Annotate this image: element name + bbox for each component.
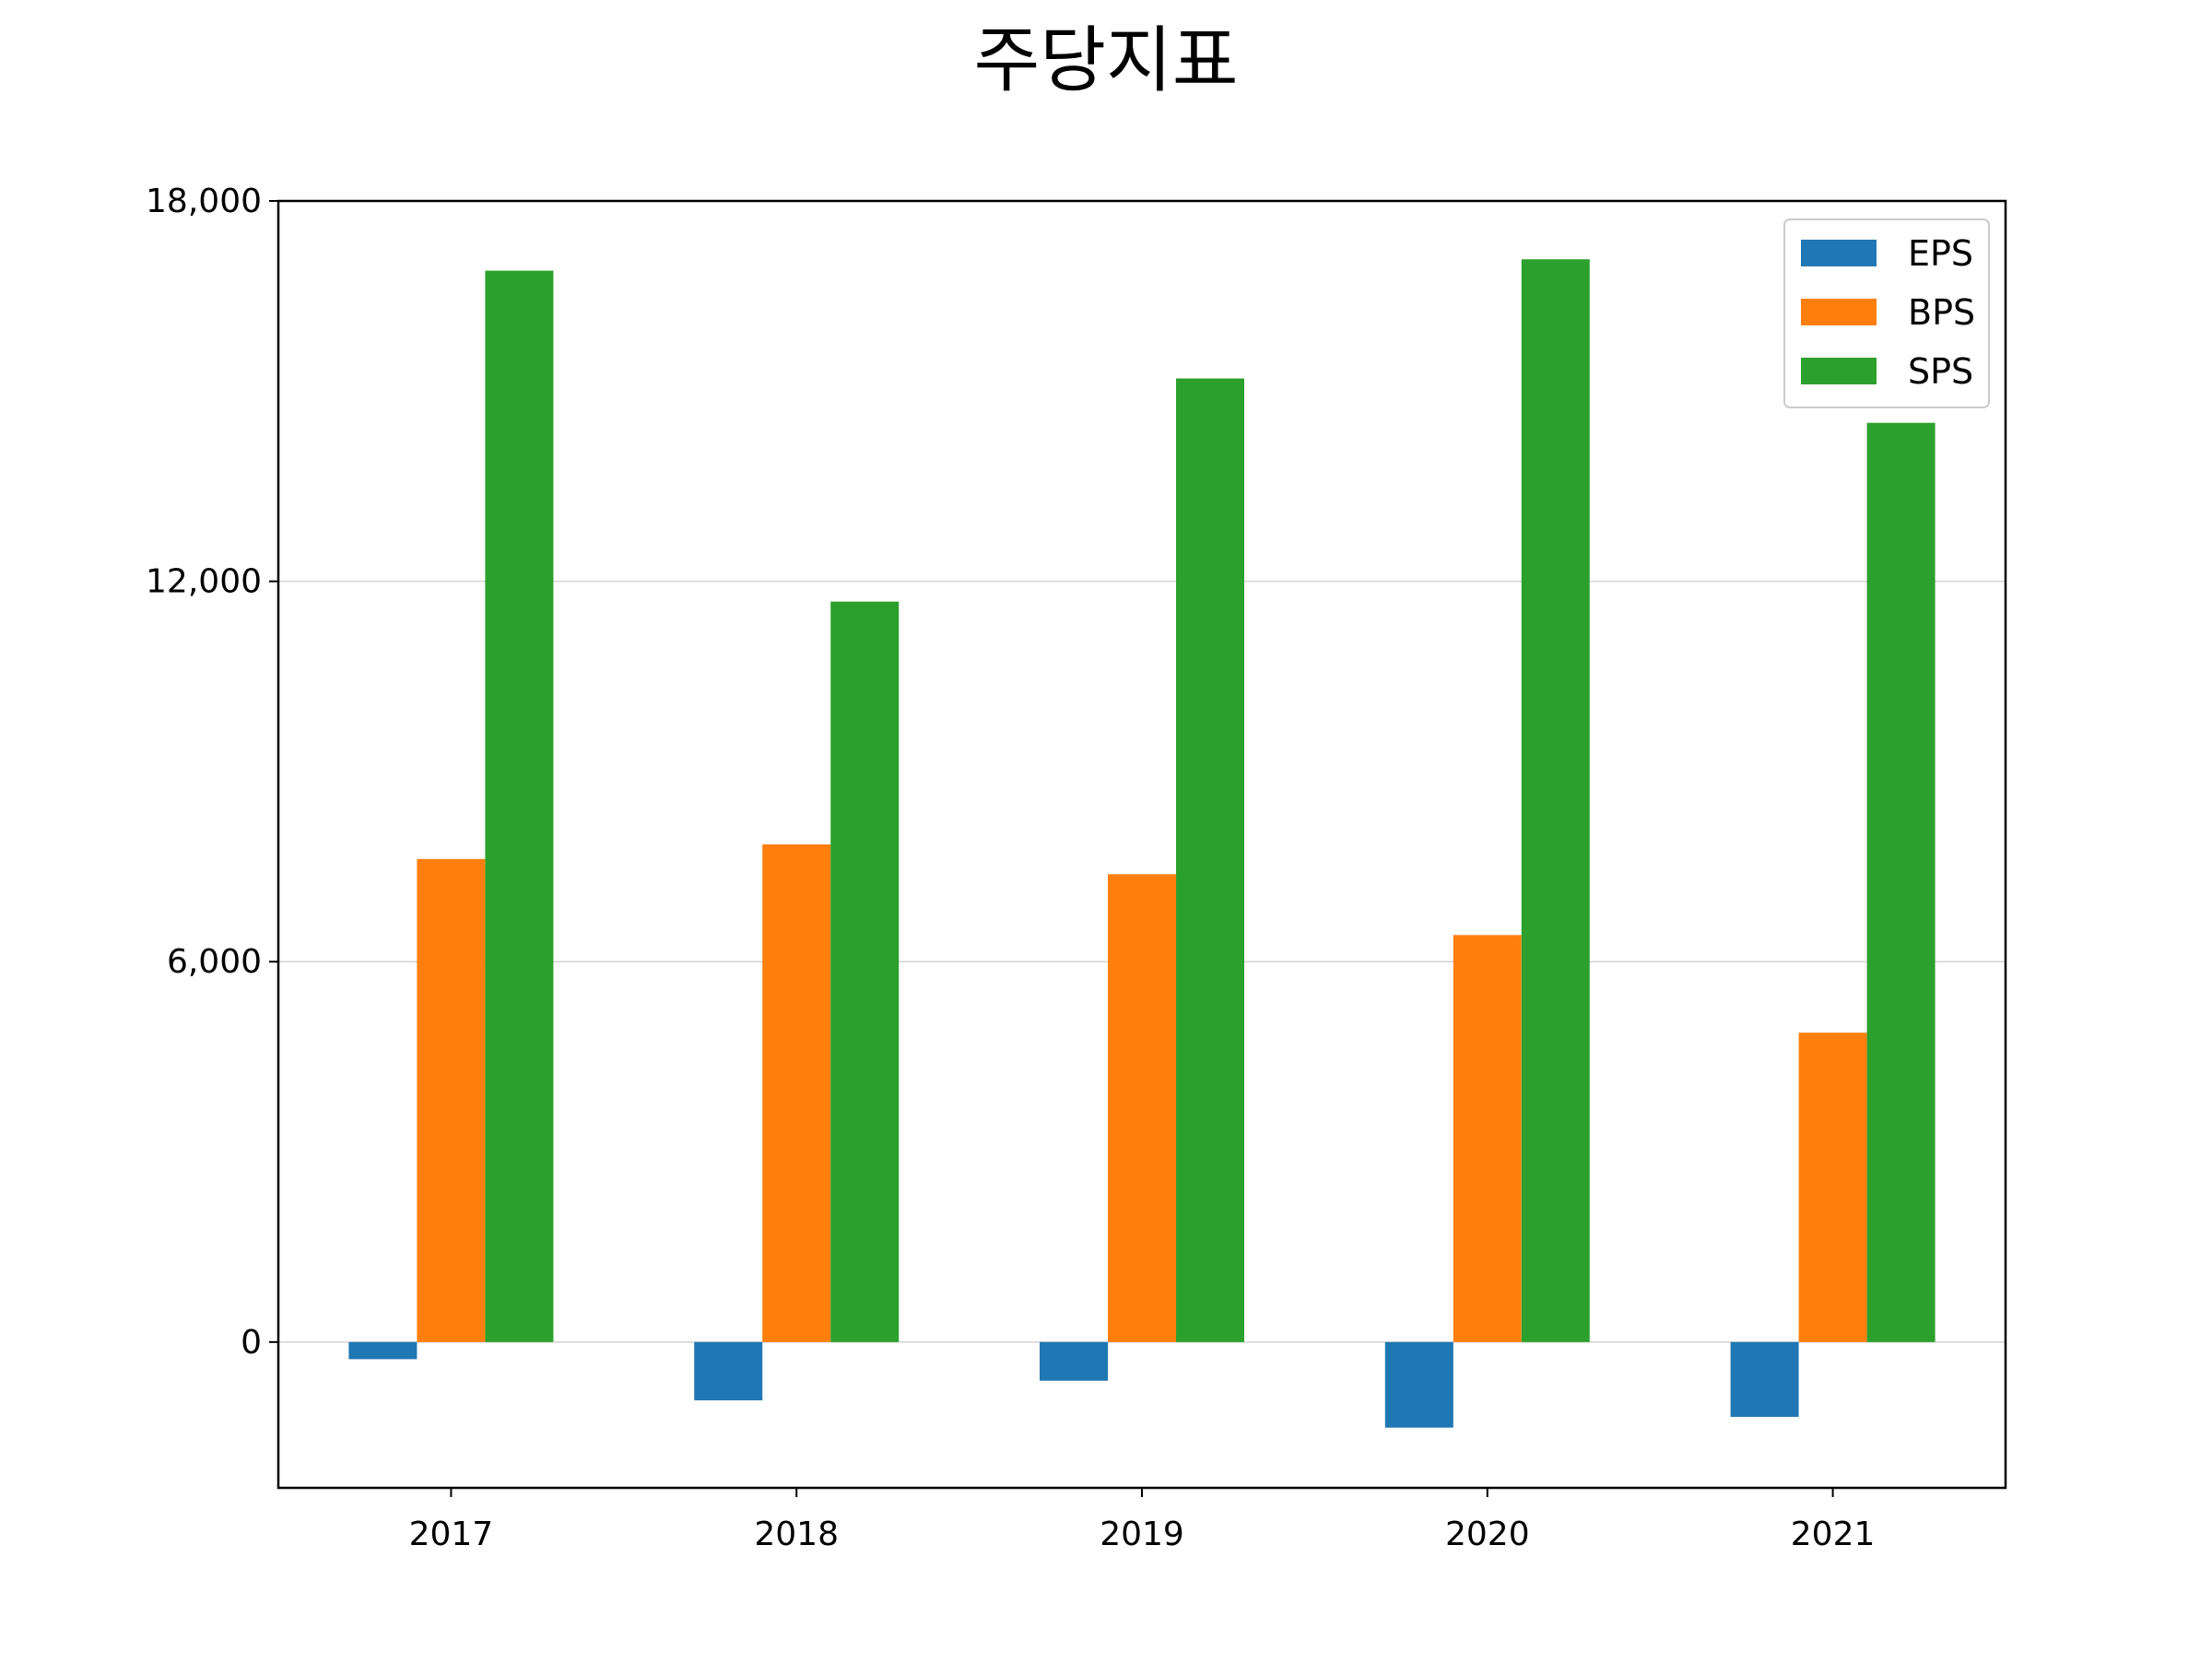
x-tick-label-2020: 2020 [1445,1516,1530,1553]
bar-eps-2018 [694,1341,763,1401]
bar-bps-2018 [762,844,831,1342]
bar-sps-2018 [830,601,900,1342]
y-tick-label-2: 12,000 [146,563,262,601]
bar-bps-2017 [417,858,486,1342]
legend-label-sps: SPS [1908,351,1973,392]
x-tick-label-2018: 2018 [754,1516,839,1553]
bar-sps-2017 [485,270,554,1342]
y-tick-label-3: 18,000 [146,183,262,220]
chart-title: 주당지표 [973,19,1238,102]
legend-label-eps: EPS [1908,233,1973,274]
bar-sps-2021 [1866,422,1936,1342]
legend-swatch-bps [1801,299,1877,325]
bars [348,259,1936,1428]
legend-label-bps: BPS [1908,292,1975,333]
legend-swatch-eps [1801,240,1877,266]
bar-eps-2017 [348,1341,418,1360]
x-tick-label-2021: 2021 [1791,1516,1876,1553]
bar-sps-2020 [1521,259,1590,1342]
legend-swatch-sps [1801,358,1877,384]
legend: EPS BPS SPS [1783,218,1990,408]
bar-bps-2019 [1108,874,1176,1342]
bar-bps-2021 [1798,1032,1867,1342]
y-tick-label-0: 0 [241,1324,262,1362]
x-tick-label-2019: 2019 [1100,1516,1184,1553]
bar-eps-2021 [1730,1341,1799,1417]
axes: 0 6,000 12,000 18,000 2017 2018 2019 2020 2021 [146,183,1875,1553]
x-tick-label-2017: 2017 [409,1516,494,1553]
bar-bps-2020 [1453,935,1522,1342]
y-tick-label-1: 6,000 [167,943,262,981]
bar-eps-2019 [1040,1341,1108,1381]
bar-eps-2020 [1384,1341,1453,1428]
bar-sps-2019 [1176,378,1244,1342]
